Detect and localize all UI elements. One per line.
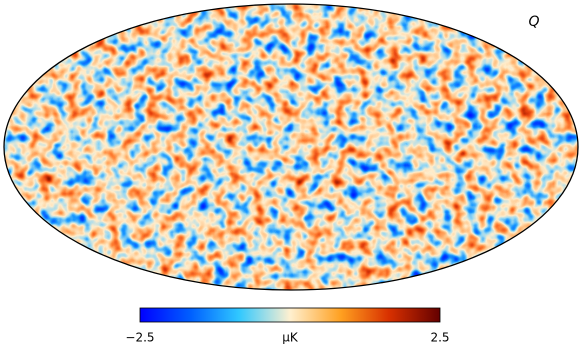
colorbar-unit: μK: [282, 331, 299, 345]
colorbar-tick-label: 2.5: [430, 331, 449, 345]
colorbar-tick-label: −2.5: [125, 331, 154, 345]
colorbar: [139, 307, 441, 323]
map-title: Q: [528, 14, 539, 30]
map-outline: [3, 3, 579, 291]
sky-map: [4, 4, 578, 290]
map-texture: [4, 4, 578, 290]
